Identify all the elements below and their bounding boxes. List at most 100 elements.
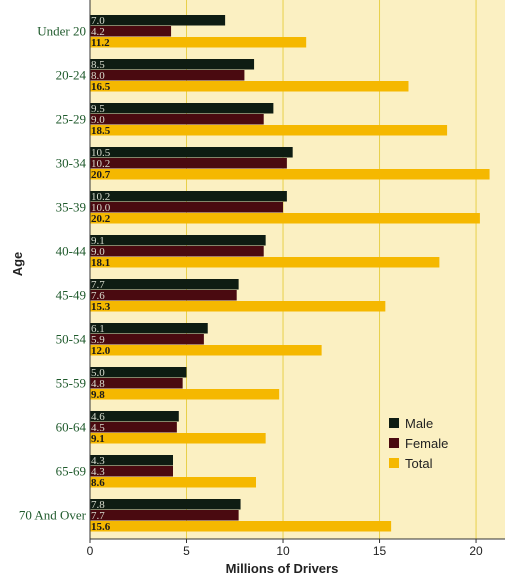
bars — [90, 15, 490, 532]
category-label: 50-54 — [56, 332, 87, 347]
data-labels: 7.04.211.28.58.016.59.59.018.510.510.220… — [91, 15, 111, 533]
legend-swatch-total — [389, 458, 399, 468]
x-tick-label: 15 — [373, 544, 387, 558]
data-label-total-70-and-over: 15.6 — [91, 521, 111, 533]
x-tick-label: 5 — [183, 544, 190, 558]
bar-male-65-69 — [90, 455, 173, 466]
bar-total-60-64 — [90, 433, 266, 444]
bar-male-50-54 — [90, 323, 208, 334]
bar-male-60-64 — [90, 411, 179, 422]
legend-label-total: Total — [405, 456, 433, 471]
data-label-male-30-34: 10.5 — [91, 147, 111, 159]
data-label-total-65-69: 8.6 — [91, 477, 105, 489]
bar-female-55-59 — [90, 378, 183, 389]
bar-female-60-64 — [90, 422, 177, 433]
bar-total-30-34 — [90, 169, 490, 180]
bar-male-70-and-over — [90, 499, 241, 510]
y-axis-title: Age — [10, 252, 25, 277]
data-label-male-45-49: 7.7 — [91, 279, 105, 291]
data-label-female-under-20: 4.2 — [91, 26, 105, 38]
category-label: 30-34 — [56, 156, 87, 171]
data-label-female-40-44: 9.0 — [91, 246, 105, 258]
data-label-female-50-54: 5.9 — [91, 334, 105, 346]
data-label-female-70-and-over: 7.7 — [91, 510, 105, 522]
legend-swatch-male — [389, 418, 399, 428]
bar-total-70-and-over — [90, 521, 392, 532]
data-label-female-60-64: 4.5 — [91, 422, 105, 434]
bar-total-65-69 — [90, 477, 256, 488]
data-label-total-35-39: 20.2 — [91, 213, 111, 225]
bar-female-70-and-over — [90, 510, 239, 521]
bar-total-25-29 — [90, 125, 448, 136]
category-label: 55-59 — [56, 376, 86, 391]
bar-female-35-39 — [90, 202, 284, 213]
bar-female-20-24 — [90, 70, 245, 81]
bar-female-25-29 — [90, 114, 264, 125]
bar-total-45-49 — [90, 301, 386, 312]
category-label: 40-44 — [56, 244, 87, 259]
data-label-female-55-59: 4.8 — [91, 378, 105, 390]
x-axis-title: Millions of Drivers — [226, 561, 339, 576]
bar-male-under-20 — [90, 15, 226, 26]
bar-total-20-24 — [90, 81, 409, 92]
bar-female-45-49 — [90, 290, 237, 301]
data-label-female-20-24: 8.0 — [91, 70, 105, 82]
data-label-total-55-59: 9.8 — [91, 389, 105, 401]
category-label: 60-64 — [56, 420, 87, 435]
data-label-total-50-54: 12.0 — [91, 345, 111, 357]
data-label-total-60-64: 9.1 — [91, 433, 105, 445]
data-label-male-35-39: 10.2 — [91, 191, 110, 203]
x-tick-label: 0 — [87, 544, 94, 558]
data-label-female-65-69: 4.3 — [91, 466, 105, 478]
category-label: Under 20 — [37, 24, 86, 39]
data-label-male-60-64: 4.6 — [91, 411, 105, 423]
data-label-total-under-20: 11.2 — [91, 37, 110, 49]
bar-male-35-39 — [90, 191, 287, 202]
bar-male-30-34 — [90, 147, 293, 158]
legend: Male Female Total — [389, 416, 448, 471]
category-label: 45-49 — [56, 288, 86, 303]
data-label-male-40-44: 9.1 — [91, 235, 105, 247]
data-label-male-25-29: 9.5 — [91, 103, 105, 115]
category-labels: Under 20 20-24 25-29 30-34 35-39 40-44 45-49 50… — [19, 24, 87, 523]
category-label: 35-39 — [56, 200, 86, 215]
bar-total-40-44 — [90, 257, 440, 268]
data-label-total-30-34: 20.7 — [91, 169, 111, 181]
data-label-male-under-20: 7.0 — [91, 15, 105, 27]
data-label-female-25-29: 9.0 — [91, 114, 105, 126]
category-label: 25-29 — [56, 112, 86, 127]
x-tick-labels: 0 5 10 15 20 — [87, 539, 483, 558]
data-label-total-25-29: 18.5 — [91, 125, 111, 137]
x-tick-label: 20 — [469, 544, 483, 558]
data-label-male-20-24: 8.5 — [91, 59, 105, 71]
data-label-total-40-44: 18.1 — [91, 257, 110, 269]
data-label-male-55-59: 5.0 — [91, 367, 105, 379]
legend-label-female: Female — [405, 436, 448, 451]
legend-label-male: Male — [405, 416, 433, 431]
data-label-female-45-49: 7.6 — [91, 290, 105, 302]
bar-total-55-59 — [90, 389, 280, 400]
bar-total-35-39 — [90, 213, 480, 224]
data-label-male-65-69: 4.3 — [91, 455, 105, 467]
data-label-total-45-49: 15.3 — [91, 301, 111, 313]
bar-female-50-54 — [90, 334, 204, 345]
bar-female-30-34 — [90, 158, 287, 169]
category-label: 70 And Over — [19, 508, 87, 523]
bar-male-40-44 — [90, 235, 266, 246]
data-label-female-35-39: 10.0 — [91, 202, 111, 214]
category-label: 20-24 — [56, 68, 87, 83]
category-label: 65-69 — [56, 464, 86, 479]
bar-female-65-69 — [90, 466, 173, 477]
bar-male-20-24 — [90, 59, 255, 70]
bar-total-50-54 — [90, 345, 322, 356]
bar-female-40-44 — [90, 246, 264, 257]
data-label-total-20-24: 16.5 — [91, 81, 111, 93]
bar-female-under-20 — [90, 26, 172, 37]
legend-swatch-female — [389, 438, 399, 448]
x-tick-label: 10 — [276, 544, 290, 558]
data-label-male-50-54: 6.1 — [91, 323, 105, 335]
bar-male-25-29 — [90, 103, 274, 114]
bar-total-under-20 — [90, 37, 307, 48]
